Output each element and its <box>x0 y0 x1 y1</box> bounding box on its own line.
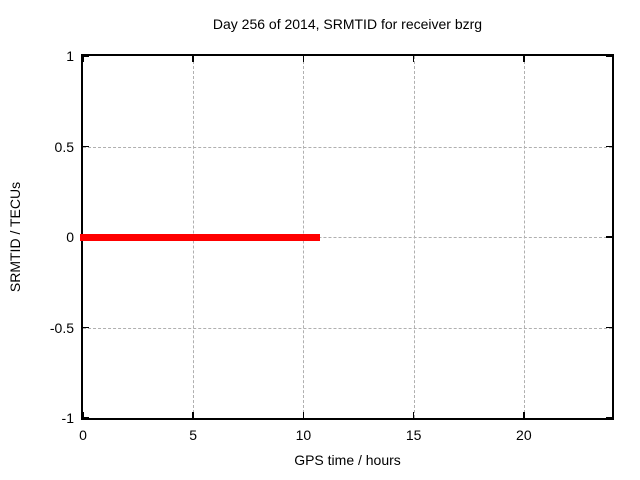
x-tick-mark-top <box>302 56 305 62</box>
chart-title: Day 256 of 2014, SRMTID for receiver bzr… <box>212 16 483 32</box>
x-tick-mark-top <box>523 56 525 62</box>
y-tick-mark-right <box>606 145 612 148</box>
x-tick-mark <box>82 412 84 418</box>
y-gridline <box>83 146 612 148</box>
y-tick-label: -1 <box>61 410 74 426</box>
x-tick-mark <box>192 412 194 418</box>
x-tick-mark <box>412 412 415 418</box>
x-tick-mark-top <box>192 56 194 62</box>
x-tick-mark-top <box>82 56 84 62</box>
y-gridline <box>83 327 612 329</box>
series-line-srmtid <box>80 233 320 241</box>
y-tick-mark-right <box>606 236 612 238</box>
x-tick-label: 20 <box>516 427 532 443</box>
x-tick-label: 15 <box>405 427 422 443</box>
y-gridline <box>83 237 612 238</box>
y-tick-mark <box>83 145 89 148</box>
y-tick-mark-right <box>606 417 612 419</box>
y-tick-mark-right <box>606 55 612 57</box>
x-axis-label: GPS time / hours <box>294 452 401 468</box>
x-tick-label: 0 <box>79 427 87 443</box>
y-tick-mark <box>83 55 89 57</box>
y-tick-label: 0 <box>66 229 74 245</box>
plot-area <box>80 54 614 420</box>
y-tick-label: 0.5 <box>54 138 74 155</box>
y-tick-mark <box>83 417 89 419</box>
x-tick-mark <box>523 412 525 418</box>
y-tick-mark <box>83 326 89 329</box>
x-tick-labels: 0 5 10 15 20 <box>79 427 612 443</box>
y-tick-label: 1 <box>66 48 74 64</box>
y-tick-mark-right <box>606 326 612 329</box>
y-tick-labels: 1 0.5 0 -0.5 -1 <box>0 48 74 426</box>
x-tick-mark <box>302 412 305 418</box>
x-tick-label: 10 <box>295 427 312 443</box>
x-tick-label: 5 <box>189 427 198 443</box>
x-tick-mark-top <box>412 56 415 62</box>
y-tick-label: -0.5 <box>49 319 74 336</box>
